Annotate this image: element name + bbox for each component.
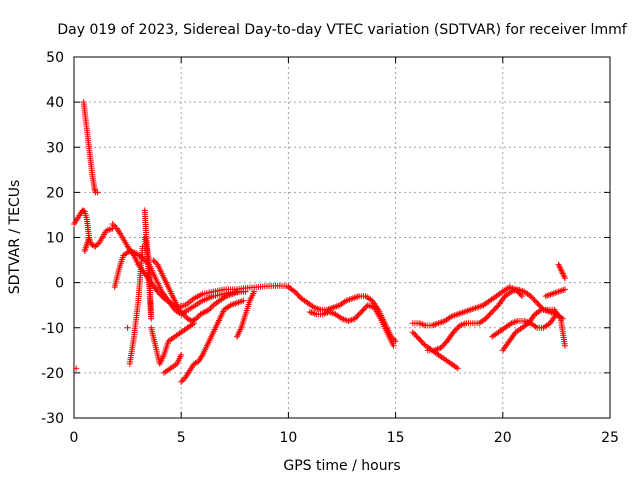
data-point-arc-a — [93, 242, 100, 249]
y-tick-label: 50 — [46, 50, 64, 66]
data-point-arc-q — [492, 304, 499, 311]
data-point-isolated — [94, 189, 101, 196]
data-point-arc-p — [454, 365, 461, 372]
data-point-arc-p — [413, 333, 420, 340]
data-point-arc-k — [178, 378, 185, 385]
data-point-arc-n — [357, 310, 364, 317]
y-tick-label: 0 — [55, 276, 64, 292]
data-point-arc-q — [482, 315, 489, 322]
data-point-arc-q — [536, 302, 543, 309]
data-point-arc-u — [561, 275, 568, 282]
data-point-arc-m — [392, 338, 399, 345]
data-points — [71, 99, 568, 385]
data-point-arc-n — [362, 304, 369, 311]
data-point-arc-q — [437, 345, 444, 352]
y-axis-label: SDTVAR / TECUs — [7, 180, 23, 295]
data-point-arc-q — [528, 294, 535, 301]
chart-title: Day 019 of 2023, Sidereal Day-to-day VTE… — [57, 22, 627, 38]
data-point-arc-q — [535, 301, 542, 308]
data-point-arc-l — [251, 288, 258, 295]
data-point-arc-k — [240, 297, 247, 304]
y-tick-label: 20 — [46, 185, 64, 201]
data-point-arc-n — [390, 342, 397, 349]
data-point-isolated — [73, 365, 80, 372]
x-tick-label: 10 — [279, 430, 297, 446]
x-tick-label: 5 — [177, 430, 186, 446]
data-point-arc-p — [416, 336, 423, 343]
data-point-arc-m — [291, 288, 298, 295]
data-point-arc-i — [178, 351, 185, 358]
data-point-arc-n — [351, 315, 358, 322]
data-point-arc-c — [86, 234, 93, 241]
data-point-arc-j — [151, 258, 158, 265]
x-tick-label: 20 — [494, 430, 512, 446]
data-point-arc-q — [490, 307, 497, 314]
data-point-arc-a — [91, 242, 98, 249]
data-point-arc-m — [295, 292, 302, 299]
data-point-arc-p — [409, 329, 416, 336]
data-point-arc-q — [441, 340, 448, 347]
data-point-arc-q — [531, 297, 538, 304]
data-point-arc-p — [418, 338, 425, 345]
data-point-arc-j — [190, 317, 197, 324]
y-tick-label: -20 — [41, 366, 64, 382]
data-point-arc-q — [483, 314, 490, 321]
data-point-arc-q — [454, 325, 461, 332]
data-point-arc-n — [358, 308, 365, 315]
x-axis-label: GPS time / hours — [283, 458, 400, 474]
data-point-arc-q — [450, 329, 457, 336]
data-point-arc-j — [208, 303, 215, 310]
y-tick-label: -10 — [41, 321, 64, 337]
data-point-arc-q — [438, 343, 445, 350]
data-point-arc-q — [491, 306, 498, 313]
data-point-arc-m — [293, 290, 300, 297]
data-point-arc-q — [527, 293, 534, 300]
data-point-arc-p — [411, 330, 418, 337]
data-point-arc-q — [451, 327, 458, 334]
data-point-arc-t — [561, 286, 568, 293]
data-point-arc-q — [440, 342, 447, 349]
y-tick-label: -30 — [41, 411, 64, 427]
data-point-arc-n — [359, 307, 366, 314]
data-point-isolated — [124, 324, 131, 331]
data-point-arc-d — [111, 222, 118, 229]
x-tick-label: 0 — [70, 430, 79, 446]
data-point-arc-n — [354, 313, 361, 320]
data-point-arc-q — [532, 298, 539, 305]
data-point-arc-q — [453, 326, 460, 333]
data-point-arc-p — [417, 337, 424, 344]
data-point-arc-g — [141, 234, 148, 241]
data-point-arc-n — [355, 311, 362, 318]
grid-lines — [74, 57, 610, 418]
data-point-arc-e — [139, 254, 146, 261]
data-point-arc-q — [534, 299, 541, 306]
data-point-arc-k — [179, 377, 186, 384]
y-tick-label: 30 — [46, 140, 64, 156]
axis-ticks: -30 -20 -10 0 10 20 30 40 50 0 5 10 15 20 25 — [41, 50, 619, 446]
data-point-arc-n — [360, 306, 367, 313]
data-point-arc-q — [530, 295, 537, 302]
data-point-arc-p — [414, 334, 421, 341]
x-tick-label: 15 — [387, 430, 405, 446]
data-point-arc-q — [486, 311, 493, 318]
y-tick-label: 40 — [46, 95, 64, 111]
y-tick-label: 10 — [46, 231, 64, 247]
data-point-arc-j — [242, 288, 249, 295]
data-point-arc-o — [519, 293, 526, 300]
data-point-arc-q — [485, 313, 492, 320]
data-point-arc-p — [412, 331, 419, 338]
x-tick-label: 25 — [601, 430, 619, 446]
data-point-arc-m — [294, 291, 301, 298]
data-point-arc-q — [487, 310, 494, 317]
data-point-arc-p — [420, 340, 427, 347]
data-point-arc-s — [561, 342, 568, 349]
data-point-arc-n — [353, 314, 360, 321]
data-point-arc-q — [489, 308, 496, 315]
